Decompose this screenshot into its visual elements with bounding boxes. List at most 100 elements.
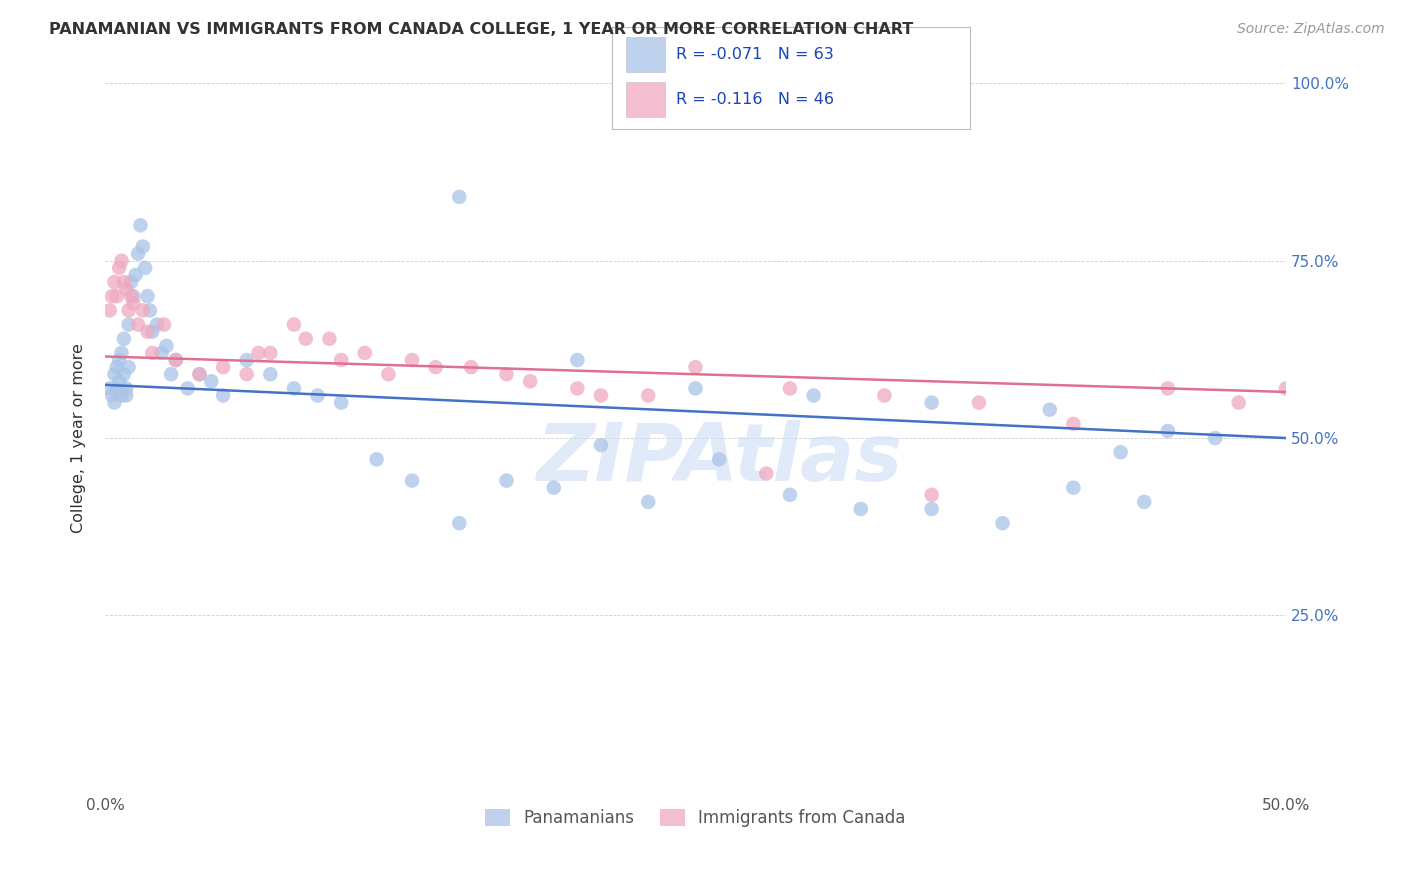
- Point: [259, 346, 281, 360]
- Point: [127, 246, 149, 260]
- Point: [803, 388, 825, 402]
- Point: [449, 190, 471, 204]
- Point: [110, 388, 132, 402]
- Point: [122, 296, 145, 310]
- Point: [849, 502, 872, 516]
- Point: [115, 381, 138, 395]
- Point: [176, 381, 198, 395]
- Point: [212, 388, 235, 402]
- Point: [1109, 445, 1132, 459]
- Point: [108, 353, 131, 368]
- Point: [160, 368, 183, 382]
- Point: [105, 360, 128, 375]
- Point: [460, 360, 482, 375]
- Point: [134, 260, 156, 275]
- Point: [294, 332, 316, 346]
- Point: [685, 381, 707, 395]
- Point: [139, 303, 162, 318]
- Point: [377, 368, 399, 382]
- Point: [127, 318, 149, 332]
- Text: Source: ZipAtlas.com: Source: ZipAtlas.com: [1237, 22, 1385, 37]
- Point: [141, 346, 163, 360]
- Point: [146, 318, 169, 332]
- Point: [141, 325, 163, 339]
- Point: [101, 388, 124, 402]
- Point: [637, 495, 659, 509]
- Point: [212, 360, 235, 375]
- Bar: [626, 82, 665, 117]
- Point: [136, 289, 159, 303]
- Point: [165, 353, 187, 368]
- Point: [1227, 395, 1250, 409]
- Point: [1275, 381, 1298, 395]
- Point: [155, 339, 177, 353]
- Point: [330, 353, 353, 368]
- Point: [112, 275, 135, 289]
- Point: [1204, 431, 1226, 445]
- Point: [103, 368, 125, 382]
- Point: [755, 467, 778, 481]
- Point: [110, 253, 132, 268]
- Point: [921, 488, 943, 502]
- Point: [105, 289, 128, 303]
- Point: [101, 289, 124, 303]
- Bar: [626, 37, 665, 72]
- Point: [247, 346, 270, 360]
- Point: [779, 381, 801, 395]
- Point: [991, 516, 1014, 530]
- Point: [188, 368, 211, 382]
- Point: [921, 395, 943, 409]
- Point: [129, 219, 152, 233]
- Point: [117, 360, 139, 375]
- Point: [122, 289, 145, 303]
- Point: [200, 374, 222, 388]
- Point: [425, 360, 447, 375]
- Point: [1062, 417, 1084, 431]
- Point: [259, 368, 281, 382]
- Point: [366, 452, 388, 467]
- Point: [967, 395, 990, 409]
- Point: [283, 381, 305, 395]
- Point: [136, 325, 159, 339]
- Point: [401, 353, 423, 368]
- Point: [165, 353, 187, 368]
- Point: [108, 374, 131, 388]
- Point: [112, 332, 135, 346]
- Point: [1157, 424, 1180, 438]
- Point: [117, 303, 139, 318]
- Point: [150, 346, 173, 360]
- Point: [115, 282, 138, 296]
- Point: [543, 481, 565, 495]
- Point: [330, 395, 353, 409]
- Point: [318, 332, 340, 346]
- Text: R = -0.116   N = 46: R = -0.116 N = 46: [676, 92, 834, 107]
- Point: [125, 268, 148, 282]
- Point: [283, 318, 305, 332]
- Point: [495, 368, 517, 382]
- Point: [103, 275, 125, 289]
- Point: [115, 388, 138, 402]
- Text: R = -0.071   N = 63: R = -0.071 N = 63: [676, 47, 834, 62]
- Point: [235, 353, 257, 368]
- Point: [401, 474, 423, 488]
- Point: [449, 516, 471, 530]
- Point: [707, 452, 730, 467]
- Point: [98, 381, 121, 395]
- Point: [495, 474, 517, 488]
- Point: [685, 360, 707, 375]
- Y-axis label: College, 1 year or more: College, 1 year or more: [72, 343, 86, 533]
- Point: [120, 289, 142, 303]
- Point: [307, 388, 329, 402]
- Point: [188, 368, 211, 382]
- Point: [108, 260, 131, 275]
- Point: [567, 381, 589, 395]
- Point: [353, 346, 375, 360]
- Legend: Panamanians, Immigrants from Canada: Panamanians, Immigrants from Canada: [479, 803, 912, 834]
- Point: [519, 374, 541, 388]
- Point: [132, 239, 155, 253]
- Point: [98, 303, 121, 318]
- Point: [589, 438, 612, 452]
- Point: [112, 368, 135, 382]
- Point: [567, 353, 589, 368]
- Point: [235, 368, 257, 382]
